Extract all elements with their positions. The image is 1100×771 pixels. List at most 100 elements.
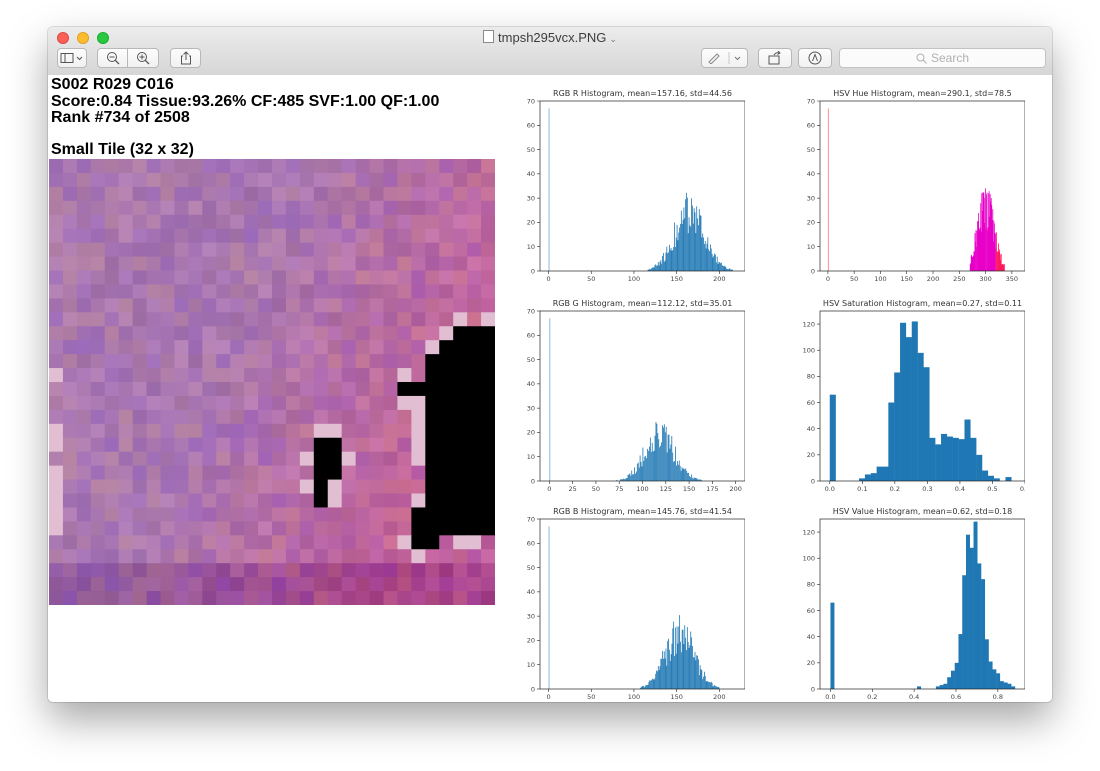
tile-pixel	[313, 465, 329, 481]
histogram-bar	[648, 269, 650, 271]
histogram-bar	[709, 251, 710, 271]
tile-pixel	[383, 172, 399, 188]
histogram-title: HSV Value Histogram, mean=0.62, std=0.18	[833, 507, 1012, 516]
histogram-bar	[671, 436, 673, 481]
y-tick-label: 0	[531, 477, 535, 485]
tile-pixel	[62, 382, 78, 397]
tile-pixel	[258, 493, 273, 509]
histogram-bar	[702, 233, 704, 271]
tile-pixel	[202, 354, 217, 369]
tile-pixel	[467, 479, 482, 495]
tile-pixel	[90, 172, 106, 188]
tile-pixel	[425, 493, 440, 509]
minimize-button[interactable]	[77, 32, 89, 44]
tile-pixel	[62, 591, 78, 605]
histogram-bar	[657, 665, 659, 689]
x-tick-label: 150	[683, 485, 695, 493]
tile-pixel	[272, 563, 287, 578]
histogram-bar	[652, 451, 654, 481]
histogram-bar	[639, 455, 641, 481]
tile-pixel	[272, 395, 287, 411]
tile-pixel	[439, 172, 454, 188]
histogram-bar	[684, 218, 686, 271]
tile-pixel	[244, 284, 259, 299]
share-button[interactable]	[170, 48, 201, 68]
tile-pixel	[174, 437, 189, 453]
tile-pixel	[244, 270, 259, 286]
markup-button[interactable]	[701, 48, 748, 68]
tile-pixel	[327, 479, 343, 495]
tile-pixel	[258, 228, 273, 244]
tile-pixel	[341, 409, 357, 425]
histogram-bar	[962, 575, 967, 689]
tile-pixel	[202, 409, 217, 425]
histogram-bar	[980, 203, 982, 271]
histogram-bar	[987, 230, 988, 271]
tile-pixel	[90, 409, 106, 425]
tile-pixel	[355, 186, 371, 202]
tile-pixel	[202, 479, 217, 495]
histogram-spike	[548, 108, 550, 271]
tile-pixel	[160, 451, 176, 467]
rotate-button[interactable]	[758, 48, 792, 68]
tile-pixel	[90, 577, 106, 592]
tile-pixel	[467, 382, 482, 397]
tile-pixel	[90, 479, 106, 495]
sidebar-toggle-button[interactable]	[57, 48, 87, 68]
tile-pixel	[299, 507, 315, 522]
tile-pixel	[327, 228, 343, 244]
histogram-bar	[627, 474, 629, 481]
tile-pixel	[355, 577, 371, 592]
tile-pixel	[49, 535, 64, 550]
histogram-bar	[677, 643, 679, 689]
tile-pixel	[467, 423, 482, 439]
tile-pixel	[230, 186, 245, 202]
tile-pixel	[118, 368, 134, 383]
histogram-bar	[690, 631, 692, 689]
hsv-hue-histogram: HSV Hue Histogram, mean=290.1, std=78.5 0…	[793, 87, 1025, 287]
tile-pixel	[453, 507, 468, 522]
histogram-bar	[708, 249, 710, 271]
zoom-in-button[interactable]	[128, 48, 159, 68]
tile-pixel	[411, 493, 426, 509]
histogram-bar	[635, 471, 637, 481]
tile-pixel	[104, 284, 120, 299]
tile-pixel	[49, 577, 64, 592]
tile-pixel	[202, 172, 217, 188]
tile-pixel	[439, 507, 454, 522]
tile-pixel	[453, 465, 468, 481]
histogram-bar	[659, 447, 661, 481]
zoom-out-button[interactable]	[97, 48, 128, 68]
tile-pixel	[160, 214, 176, 230]
tile-pixel	[272, 465, 287, 481]
tile-pixel	[188, 242, 203, 258]
tile-pixel	[467, 256, 482, 272]
tile-pixel	[272, 326, 287, 341]
close-button[interactable]	[57, 32, 69, 44]
tile-pixel	[467, 312, 482, 327]
histogram-bar	[917, 686, 922, 689]
tile-pixel	[132, 577, 148, 592]
search-field[interactable]: Search	[839, 48, 1046, 68]
tile-pixel	[425, 507, 440, 522]
histogram-bar	[676, 465, 677, 481]
tile-pixel	[299, 312, 315, 327]
tile-pixel	[216, 312, 231, 327]
histogram-bar	[704, 241, 706, 271]
histogram-bar	[977, 221, 979, 271]
histogram-bar	[975, 230, 977, 271]
document-icon	[483, 30, 495, 43]
histogram-bar	[727, 269, 729, 271]
zoom-button[interactable]	[97, 32, 109, 44]
tile-pixel	[258, 479, 273, 495]
tile-pixel	[49, 521, 64, 536]
tile-pixel	[355, 437, 371, 453]
tile-pixel	[285, 437, 301, 453]
tile-pixel	[313, 591, 329, 605]
markup-toolbar-button[interactable]	[798, 48, 832, 68]
window-title-area[interactable]: tmpsh295vcx.PNG ⌄	[48, 30, 1052, 45]
tile-pixel	[76, 172, 92, 188]
x-tick-label: 175	[706, 485, 718, 493]
tile-pixel	[104, 312, 120, 327]
tile-pixel	[439, 521, 454, 536]
